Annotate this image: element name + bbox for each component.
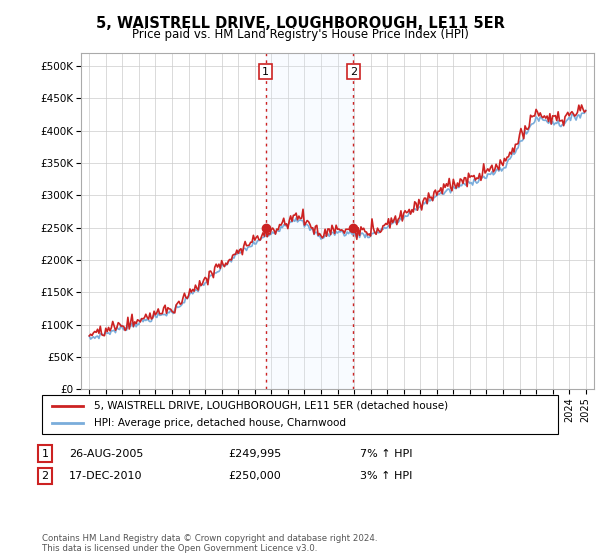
Text: £250,000: £250,000 [228, 471, 281, 481]
Text: HPI: Average price, detached house, Charnwood: HPI: Average price, detached house, Char… [94, 418, 346, 428]
Text: 2: 2 [41, 471, 49, 481]
Text: 5, WAISTRELL DRIVE, LOUGHBOROUGH, LE11 5ER: 5, WAISTRELL DRIVE, LOUGHBOROUGH, LE11 5… [95, 16, 505, 31]
Text: 17-DEC-2010: 17-DEC-2010 [69, 471, 143, 481]
Text: 2: 2 [350, 67, 357, 77]
Text: 5, WAISTRELL DRIVE, LOUGHBOROUGH, LE11 5ER (detached house): 5, WAISTRELL DRIVE, LOUGHBOROUGH, LE11 5… [94, 401, 448, 411]
Bar [266, 53, 353, 389]
Text: Contains HM Land Registry data © Crown copyright and database right 2024.
This d: Contains HM Land Registry data © Crown c… [42, 534, 377, 553]
Text: 3% ↑ HPI: 3% ↑ HPI [360, 471, 412, 481]
Text: 26-AUG-2005: 26-AUG-2005 [69, 449, 143, 459]
Text: 1: 1 [262, 67, 269, 77]
Text: 1: 1 [41, 449, 49, 459]
Text: Price paid vs. HM Land Registry's House Price Index (HPI): Price paid vs. HM Land Registry's House … [131, 28, 469, 41]
Text: 7% ↑ HPI: 7% ↑ HPI [360, 449, 413, 459]
Text: £249,995: £249,995 [228, 449, 281, 459]
